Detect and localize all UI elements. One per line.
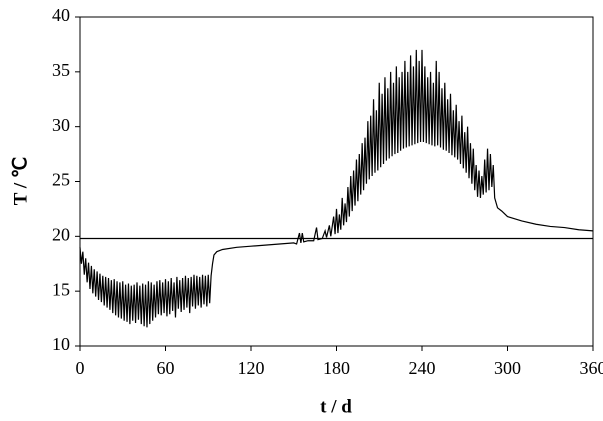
data-line — [79, 49, 594, 328]
plot-frame — [79, 16, 594, 347]
y-tick-label: 40 — [52, 5, 70, 25]
y-tick-label: 10 — [52, 334, 70, 354]
x-tick-label: 60 — [157, 358, 175, 378]
x-tick-label: 240 — [409, 358, 436, 378]
y-tick-label: 30 — [52, 115, 70, 135]
y-tick-label: 25 — [52, 170, 70, 190]
y-tick-label: 15 — [52, 279, 70, 299]
x-tick-label: 0 — [76, 358, 85, 378]
x-axis-title: t / d — [320, 396, 352, 417]
x-tick-label: 180 — [323, 358, 350, 378]
x-tick-label: 360 — [580, 358, 603, 378]
y-axis-title: T / ℃ — [10, 157, 31, 205]
y-tick-label: 20 — [52, 224, 70, 244]
y-tick-label: 35 — [52, 60, 70, 80]
x-tick-label: 120 — [238, 358, 265, 378]
x-tick-label: 300 — [494, 358, 521, 378]
